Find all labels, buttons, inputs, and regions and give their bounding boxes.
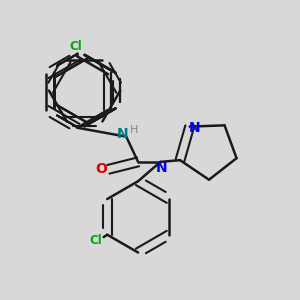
Text: H: H	[130, 125, 139, 135]
Text: Cl: Cl	[69, 40, 82, 53]
Text: N: N	[189, 121, 201, 135]
Text: Cl: Cl	[90, 234, 102, 247]
Text: O: O	[95, 162, 107, 176]
Text: N: N	[117, 127, 128, 141]
Text: N: N	[156, 161, 168, 176]
